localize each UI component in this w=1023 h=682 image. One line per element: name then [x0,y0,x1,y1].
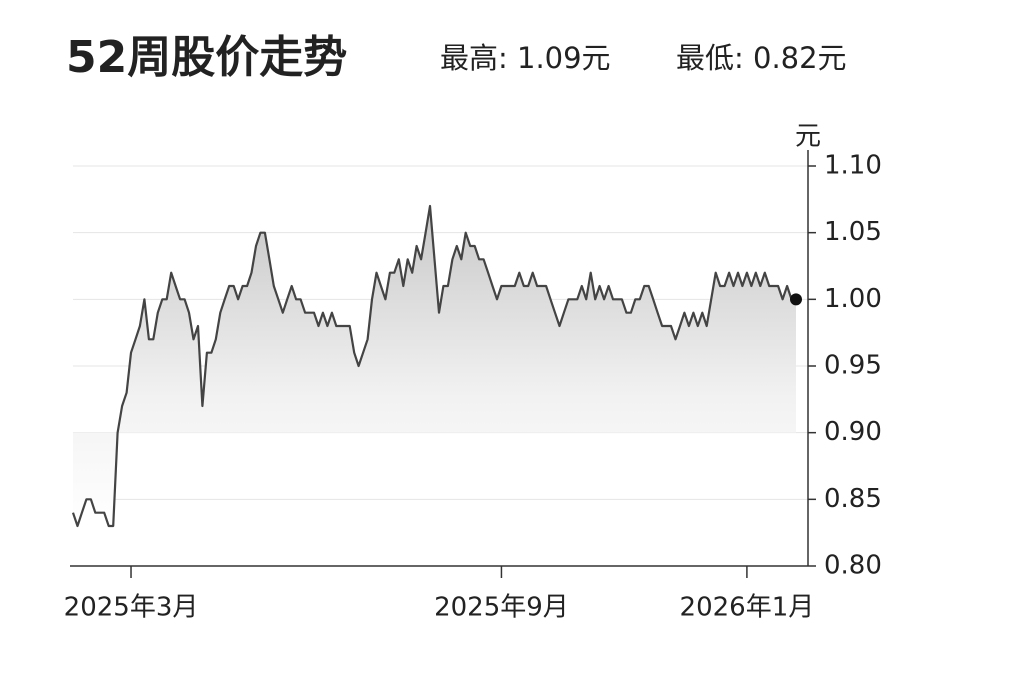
x-tick-label: 2025年3月 [64,593,199,623]
y-tick-label: 0.85 [824,484,882,514]
y-tick-label: 0.95 [824,351,882,381]
x-tick-label: 2026年1月 [680,593,815,623]
line [71,204,796,528]
x-tick-label: 2025年9月 [434,593,569,623]
chart-title: 52周股价走势 [66,32,347,83]
end-point [790,293,802,306]
y-tick-label: 0.80 [824,551,882,581]
annotation: 最高: 1.09元 [440,41,611,75]
y-tick-label: 1.05 [824,217,882,247]
y-tick-label: 0.90 [824,417,882,447]
y-axis-label: 元 [795,122,821,152]
area [73,206,796,526]
y-tick-label: 1.10 [824,151,882,181]
annotation: 最低: 0.82元 [676,41,847,75]
y-tick-label: 1.00 [824,284,882,314]
